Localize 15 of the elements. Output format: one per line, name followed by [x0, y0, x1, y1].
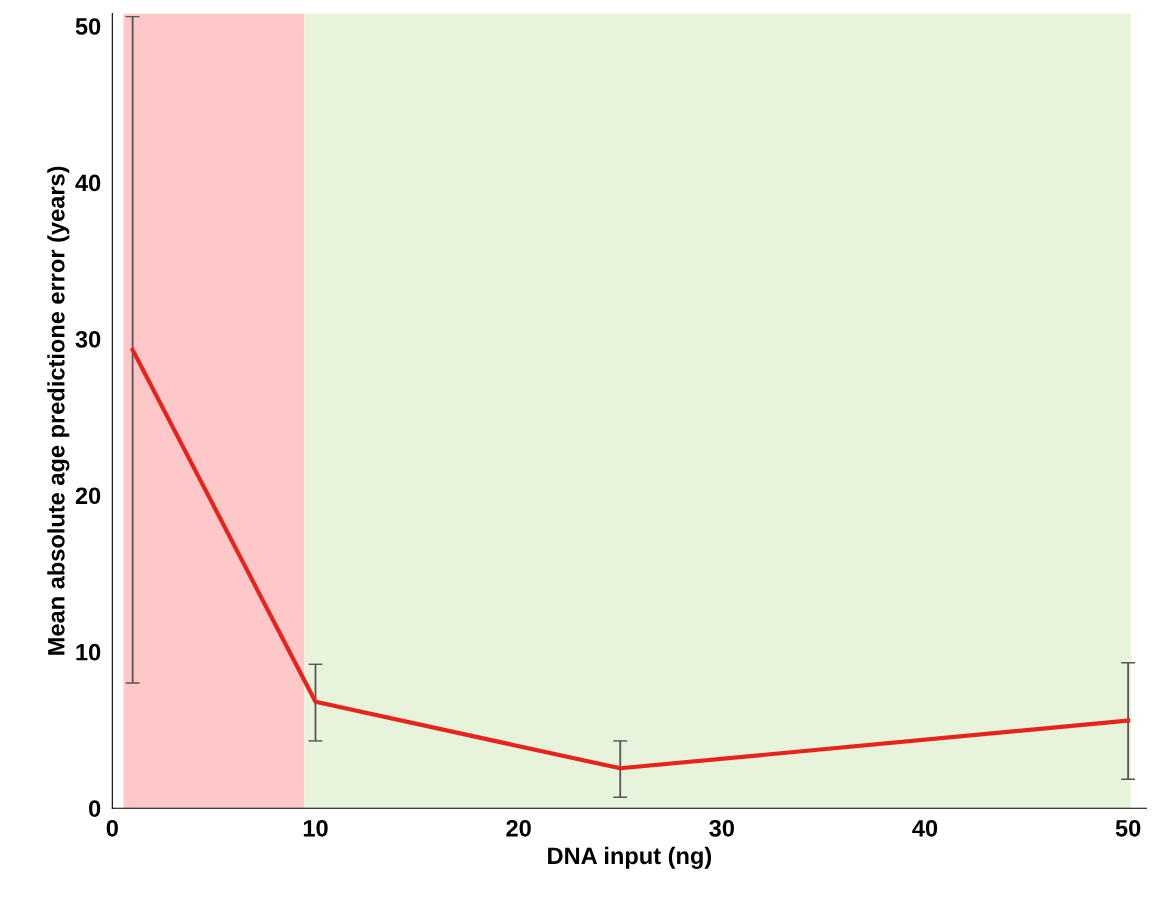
- y-tick-label: 10: [76, 643, 101, 661]
- x-tick-label: 30: [709, 819, 734, 837]
- x-tick-label: 0: [106, 819, 118, 837]
- x-tick-label: 20: [506, 819, 531, 837]
- x-tick-label: 40: [912, 819, 938, 837]
- y-tick-label: 40: [75, 174, 101, 192]
- y-tick-label: 50: [75, 18, 101, 35]
- x-tick-label: 50: [1115, 819, 1141, 837]
- y-tick-label: 20: [75, 487, 101, 505]
- y-tick-label: 0: [89, 800, 101, 817]
- x-axis-title: DNA input (ng): [548, 846, 712, 869]
- y-axis-title: Mean absolute age predictione error (years): [47, 166, 70, 655]
- line-series: [130, 347, 1131, 771]
- x-tick-label: 10: [303, 819, 328, 837]
- y-tick-label: 30: [75, 330, 101, 348]
